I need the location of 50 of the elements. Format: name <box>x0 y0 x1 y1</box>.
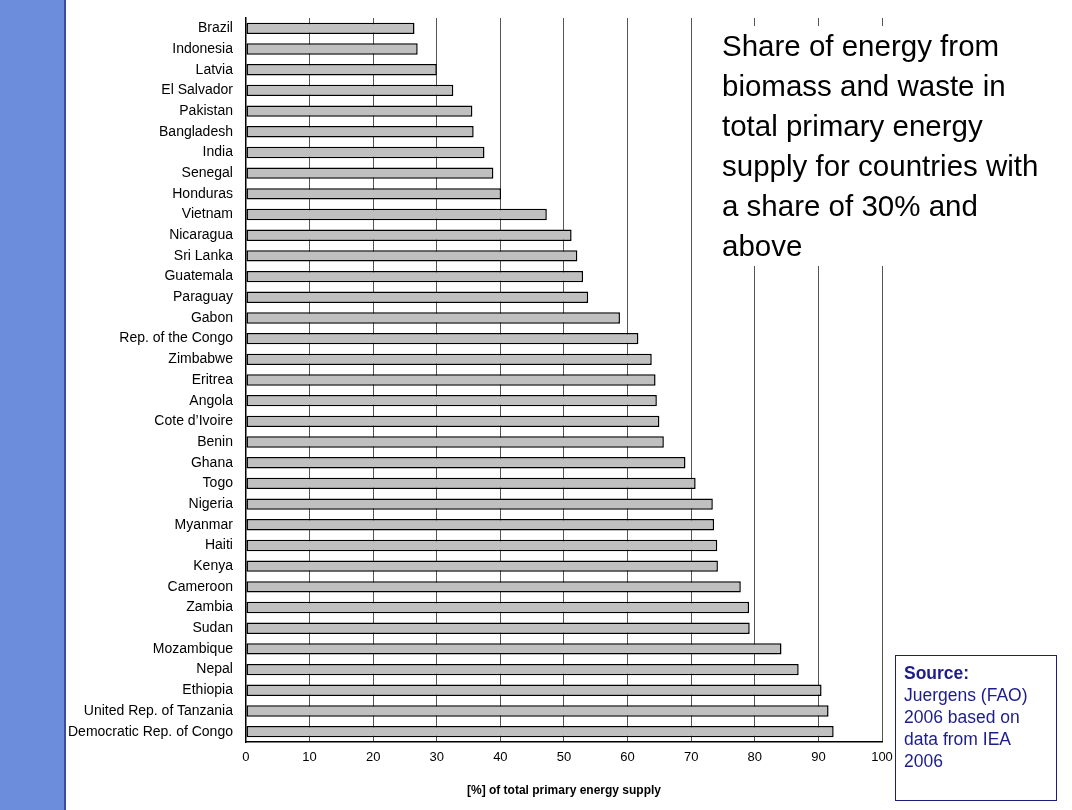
y-tick-label: Nicaragua <box>169 226 234 243</box>
y-tick-label: Senegal <box>181 164 233 180</box>
x-tick-label: 80 <box>747 749 763 765</box>
x-tick-label: 20 <box>365 749 381 765</box>
y-tick-label: Pakistan <box>179 101 233 118</box>
y-tick-label: Democratic Rep. of Congo <box>68 722 234 739</box>
y-tick-label: Cameroon <box>167 577 233 594</box>
y-tick-label: Rep. of the Congo <box>119 329 234 346</box>
y-tick-label: Bangladesh <box>159 122 233 139</box>
y-tick-label: Nepal <box>196 660 233 677</box>
y-tick-label: Zambia <box>186 598 234 615</box>
y-tick-label: Cote d’Ivoire <box>154 412 234 429</box>
y-tick-label: Angola <box>189 391 234 408</box>
y-tick-label: Benin <box>197 432 233 449</box>
text: Juergens (FAO) 2006 based on data from IEA 2006 <box>904 684 1029 772</box>
y-tick-label: Honduras <box>172 184 233 201</box>
x-tick-label: 90 <box>811 749 826 765</box>
text: Share of energy from biomass and waste in total primary energy supply for countries with a share of 30% and above <box>722 26 1052 266</box>
y-tick-label: Ghana <box>190 453 234 470</box>
x-tick-label: 100 <box>871 749 893 765</box>
y-tick-label: Latvia <box>195 60 234 77</box>
x-tick-label: 40 <box>493 749 508 765</box>
y-tick-label: Eritrea <box>191 370 234 387</box>
x-tick-label: 50 <box>556 749 572 765</box>
y-tick-label: Mozambique <box>152 639 234 656</box>
y-tick-label: Indonesia <box>172 39 234 56</box>
x-tick-label: 70 <box>683 749 699 765</box>
x-tick-label: 0 <box>242 749 250 765</box>
y-tick-label: Ethiopia <box>182 681 234 698</box>
y-tick-label: Guatemala <box>164 267 234 284</box>
y-tick-label: Sri Lanka <box>173 246 234 263</box>
y-tick-label: Nigeria <box>188 494 234 511</box>
y-tick-label: Paraguay <box>173 288 233 305</box>
y-tick-label: El Salvador <box>161 81 234 98</box>
x-tick-label: 10 <box>302 749 317 765</box>
y-tick-label: Vietnam <box>181 205 233 222</box>
y-tick-label: Kenya <box>193 557 234 574</box>
x-tick-label: 60 <box>620 749 635 765</box>
y-tick-label: Sudan <box>192 619 233 636</box>
y-tick-label: Gabon <box>190 308 233 325</box>
y-tick-label: Haiti <box>204 536 233 553</box>
y-tick-label: Togo <box>202 474 234 491</box>
y-tick-label: Myanmar <box>174 515 234 532</box>
y-tick-label: Brazil <box>197 19 233 36</box>
source-note: Source: <box>904 662 971 684</box>
x-axis-title: [%] of total primary energy supply <box>466 783 662 798</box>
x-tick-label: 30 <box>429 749 445 765</box>
y-tick-label: Zimbabwe <box>168 350 234 367</box>
y-tick-label: United Rep. of Tanzania <box>83 701 234 718</box>
y-tick-label: India <box>202 143 234 160</box>
